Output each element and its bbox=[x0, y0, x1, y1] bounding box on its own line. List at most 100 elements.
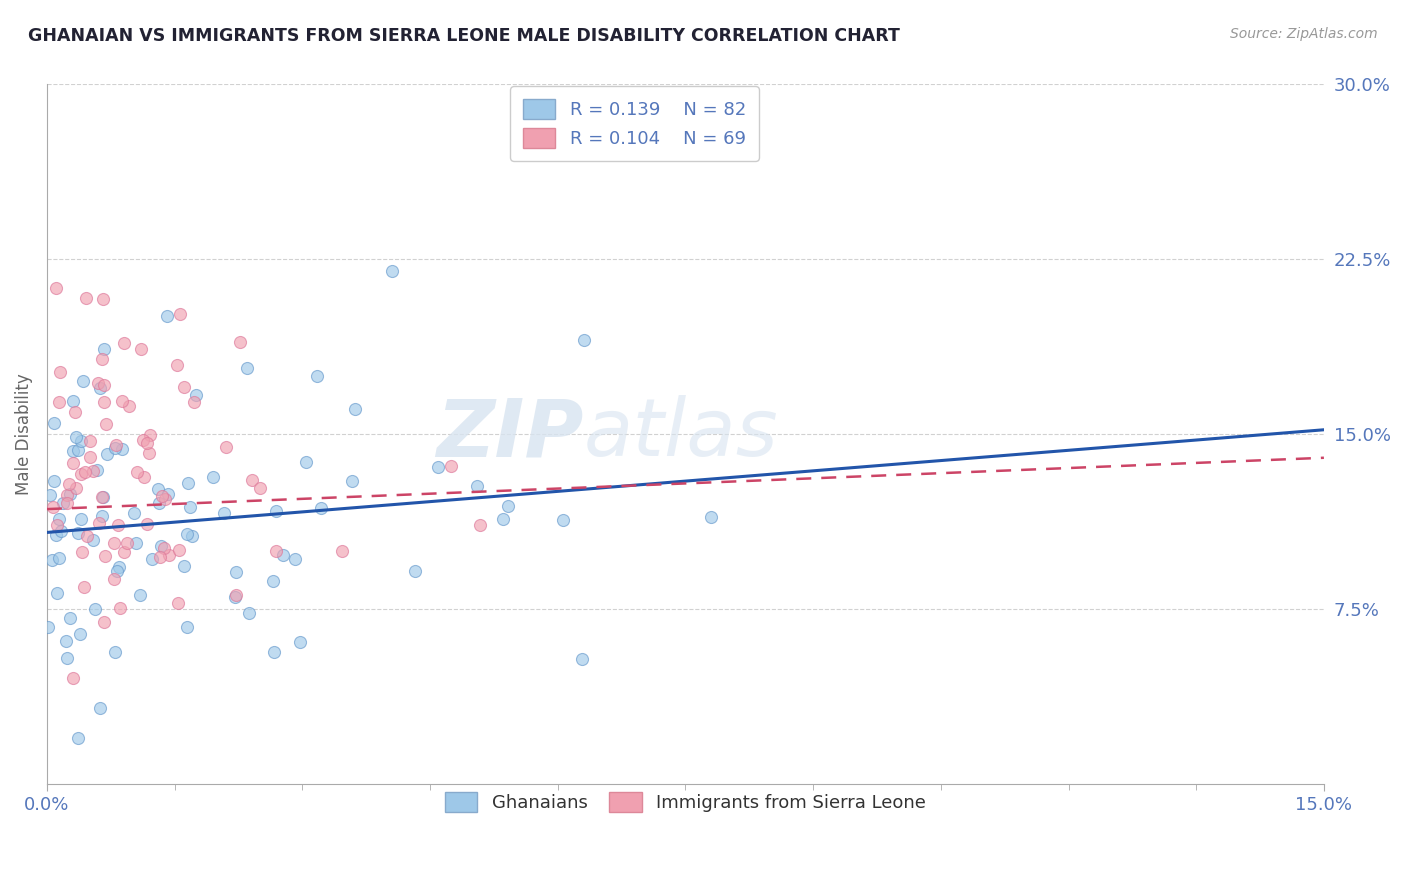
Point bbox=[91, 293, 114, 307]
Point bbox=[491, 512, 513, 526]
Point bbox=[404, 564, 426, 578]
Point bbox=[129, 342, 152, 356]
Point bbox=[89, 701, 111, 715]
Point bbox=[148, 496, 170, 510]
Point bbox=[37, 620, 59, 634]
Point bbox=[149, 540, 172, 554]
Point bbox=[135, 516, 157, 531]
Point bbox=[79, 434, 101, 448]
Text: ZIP: ZIP bbox=[436, 395, 583, 474]
Point bbox=[118, 399, 141, 413]
Point bbox=[264, 504, 287, 518]
Point bbox=[553, 513, 575, 527]
Point bbox=[91, 490, 114, 504]
Point bbox=[236, 361, 259, 376]
Point bbox=[157, 548, 180, 562]
Point bbox=[129, 588, 152, 602]
Point bbox=[91, 490, 114, 504]
Point bbox=[309, 501, 332, 516]
Point bbox=[93, 343, 115, 357]
Point bbox=[103, 645, 125, 659]
Point bbox=[173, 380, 195, 394]
Point bbox=[42, 500, 65, 514]
Point bbox=[149, 550, 172, 565]
Point bbox=[426, 459, 449, 474]
Point bbox=[138, 446, 160, 460]
Point bbox=[262, 574, 284, 589]
Point bbox=[94, 549, 117, 563]
Point bbox=[45, 527, 67, 541]
Point bbox=[107, 517, 129, 532]
Point bbox=[66, 731, 89, 745]
Point bbox=[62, 671, 84, 685]
Point bbox=[150, 489, 173, 503]
Point bbox=[59, 611, 82, 625]
Point bbox=[72, 374, 94, 388]
Point bbox=[264, 544, 287, 558]
Point bbox=[55, 496, 77, 510]
Point bbox=[344, 402, 367, 417]
Point bbox=[72, 545, 94, 559]
Point bbox=[103, 572, 125, 586]
Point bbox=[45, 281, 67, 295]
Point bbox=[212, 506, 235, 520]
Point bbox=[46, 586, 69, 600]
Point bbox=[44, 474, 66, 488]
Point bbox=[59, 487, 82, 501]
Point bbox=[166, 358, 188, 372]
Point bbox=[468, 518, 491, 533]
Point bbox=[87, 516, 110, 530]
Point bbox=[94, 417, 117, 431]
Point bbox=[238, 607, 260, 621]
Point bbox=[39, 488, 62, 502]
Point bbox=[76, 529, 98, 543]
Point bbox=[91, 508, 114, 523]
Point bbox=[156, 309, 179, 323]
Point bbox=[65, 481, 87, 495]
Point bbox=[167, 543, 190, 558]
Point bbox=[271, 548, 294, 562]
Point bbox=[62, 457, 84, 471]
Point bbox=[496, 499, 519, 513]
Point bbox=[48, 511, 70, 525]
Point bbox=[138, 427, 160, 442]
Point bbox=[229, 335, 252, 350]
Point bbox=[69, 512, 91, 526]
Point bbox=[75, 465, 97, 479]
Point bbox=[62, 444, 84, 458]
Point bbox=[330, 543, 353, 558]
Point bbox=[66, 443, 89, 458]
Text: Source: ZipAtlas.com: Source: ZipAtlas.com bbox=[1230, 27, 1378, 41]
Point bbox=[700, 510, 723, 524]
Point bbox=[571, 652, 593, 666]
Point bbox=[105, 438, 128, 452]
Point bbox=[73, 580, 96, 594]
Point bbox=[132, 433, 155, 447]
Point bbox=[295, 455, 318, 469]
Point bbox=[52, 496, 75, 510]
Point bbox=[439, 459, 461, 474]
Point bbox=[104, 441, 127, 455]
Point bbox=[215, 440, 238, 454]
Point bbox=[90, 352, 112, 367]
Point bbox=[202, 470, 225, 484]
Point bbox=[284, 552, 307, 566]
Point bbox=[67, 525, 90, 540]
Point bbox=[186, 388, 208, 402]
Point bbox=[179, 500, 201, 515]
Point bbox=[86, 463, 108, 477]
Point bbox=[141, 551, 163, 566]
Point bbox=[48, 395, 70, 409]
Point bbox=[249, 481, 271, 495]
Point bbox=[70, 434, 93, 449]
Point bbox=[41, 553, 63, 567]
Point bbox=[225, 565, 247, 579]
Point bbox=[122, 506, 145, 520]
Point bbox=[69, 627, 91, 641]
Point bbox=[56, 488, 79, 502]
Text: GHANAIAN VS IMMIGRANTS FROM SIERRA LEONE MALE DISABILITY CORRELATION CHART: GHANAIAN VS IMMIGRANTS FROM SIERRA LEONE… bbox=[28, 27, 900, 45]
Point bbox=[48, 550, 70, 565]
Point bbox=[177, 476, 200, 491]
Point bbox=[242, 473, 264, 487]
Point bbox=[82, 464, 104, 478]
